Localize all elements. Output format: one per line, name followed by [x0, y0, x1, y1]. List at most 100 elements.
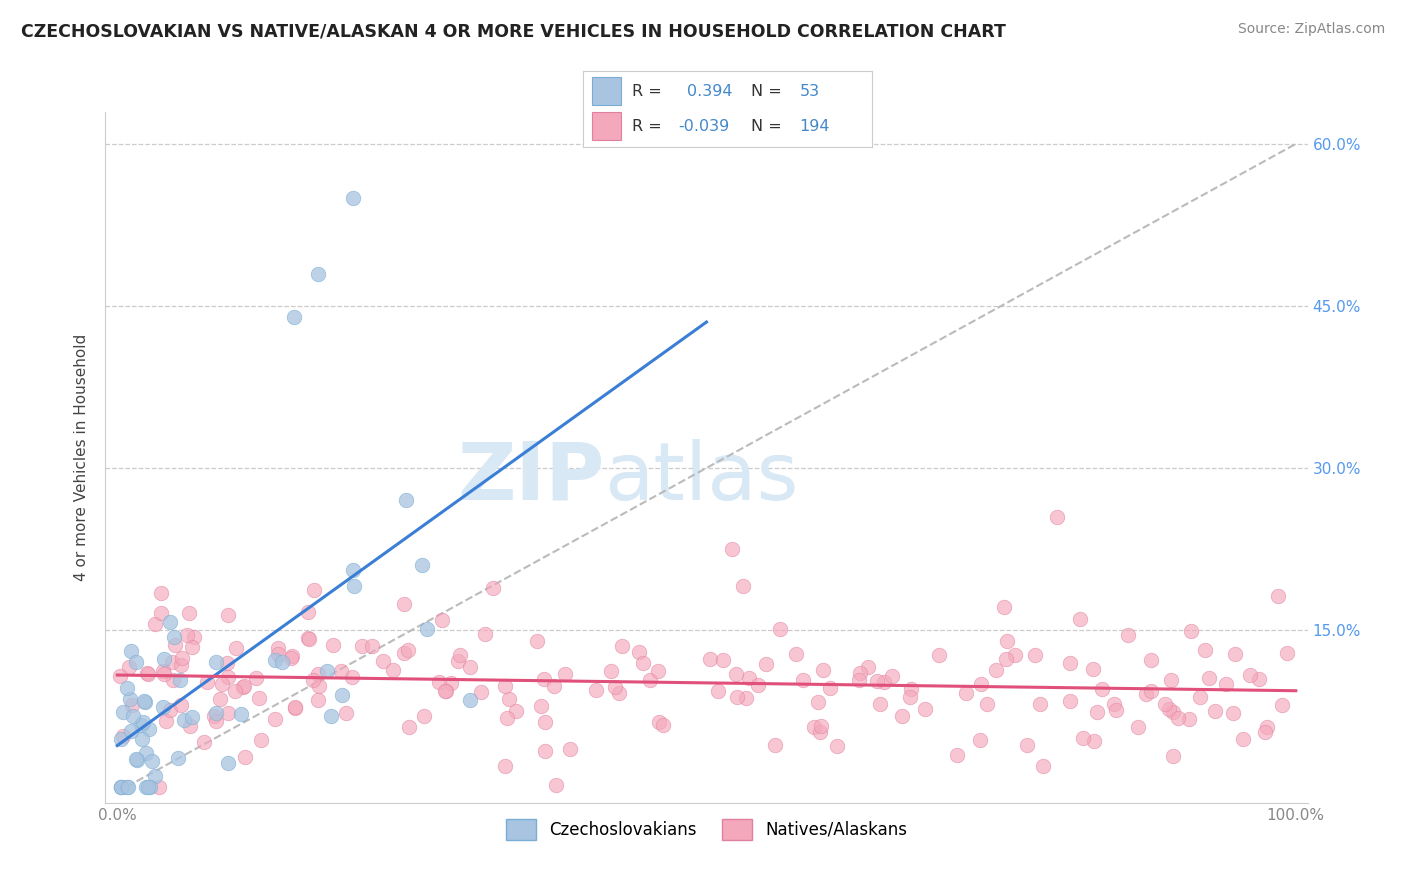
Point — [224, 683, 246, 698]
Point — [434, 683, 457, 698]
Point — [721, 541, 744, 556]
Point — [976, 697, 998, 711]
Point — [505, 704, 527, 718]
Point — [955, 686, 977, 700]
Point — [342, 563, 364, 577]
Point — [121, 698, 143, 713]
Point — [115, 681, 138, 695]
Point — [1223, 648, 1246, 662]
Point — [153, 652, 176, 666]
Point — [1180, 624, 1202, 638]
Point — [533, 744, 555, 758]
Y-axis label: 4 or more Vehicles in Household: 4 or more Vehicles in Household — [75, 334, 90, 581]
Text: 53: 53 — [800, 84, 820, 99]
Point — [121, 709, 143, 723]
Point — [1194, 643, 1216, 657]
Point — [813, 664, 835, 678]
Point — [308, 679, 330, 693]
Point — [302, 673, 325, 687]
Point — [202, 708, 225, 723]
Point — [1081, 662, 1104, 676]
Point — [329, 664, 352, 678]
Point — [1059, 657, 1081, 671]
Point — [648, 715, 671, 730]
Point — [858, 660, 880, 674]
Text: 194: 194 — [800, 120, 830, 134]
Point — [1154, 698, 1177, 712]
Point — [396, 642, 419, 657]
Point — [494, 680, 516, 694]
Point — [1189, 690, 1212, 705]
Text: Source: ZipAtlas.com: Source: ZipAtlas.com — [1237, 22, 1385, 37]
Point — [135, 746, 157, 760]
Point — [1253, 724, 1275, 739]
Point — [297, 605, 319, 619]
Point — [603, 680, 626, 694]
Point — [215, 656, 238, 670]
Point — [297, 632, 319, 646]
Point — [232, 680, 254, 694]
Text: -0.039: -0.039 — [679, 120, 730, 134]
Point — [120, 691, 142, 706]
Point — [166, 751, 188, 765]
Point — [267, 647, 290, 661]
Point — [849, 665, 872, 680]
Point — [177, 606, 200, 620]
Point — [162, 673, 184, 688]
Point — [533, 673, 555, 687]
Point — [498, 692, 520, 706]
Point — [225, 640, 247, 655]
Point — [585, 683, 607, 698]
Point — [440, 676, 463, 690]
Point — [900, 690, 922, 705]
Point — [392, 646, 415, 660]
Point — [1105, 703, 1128, 717]
Point — [159, 615, 181, 630]
Point — [928, 648, 950, 663]
Point — [430, 613, 453, 627]
Point — [110, 732, 132, 747]
Point — [208, 692, 231, 706]
Point — [352, 639, 374, 653]
Point — [125, 655, 148, 669]
Point — [458, 659, 481, 673]
Point — [211, 676, 233, 690]
Point — [1071, 731, 1094, 745]
Text: R =: R = — [633, 120, 662, 134]
Point — [170, 698, 193, 712]
Point — [229, 707, 252, 722]
Bar — [592, 112, 621, 140]
Point — [1167, 711, 1189, 725]
Point — [247, 691, 270, 706]
Point — [118, 660, 141, 674]
Point — [195, 675, 218, 690]
Point — [433, 684, 456, 698]
Point — [170, 657, 193, 672]
Point — [890, 709, 912, 723]
Text: N =: N = — [751, 84, 782, 99]
Point — [135, 780, 157, 794]
Point — [307, 267, 329, 281]
Point — [394, 597, 416, 611]
Point — [627, 645, 650, 659]
Point — [280, 651, 302, 665]
Point — [427, 675, 450, 690]
Point — [416, 622, 439, 636]
Point — [382, 663, 405, 677]
Point — [807, 695, 830, 709]
Point — [152, 664, 174, 678]
Point — [543, 679, 565, 693]
Point — [125, 752, 148, 766]
Point — [1222, 706, 1244, 721]
Point — [869, 697, 891, 711]
Point — [1256, 720, 1278, 734]
Point — [162, 655, 184, 669]
Point — [120, 724, 142, 739]
Point — [474, 626, 496, 640]
Point — [810, 719, 832, 733]
Point — [330, 688, 353, 702]
Point — [1267, 589, 1289, 603]
Point — [398, 720, 420, 734]
Point — [250, 732, 273, 747]
Point — [738, 671, 761, 685]
